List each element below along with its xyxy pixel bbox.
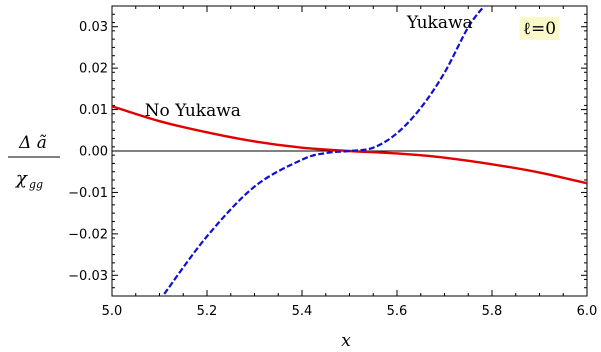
series-line-yukawa: [163, 6, 486, 295]
y-tick-label: 0.01: [79, 103, 108, 118]
y-axis-label-denominator-sub: gg: [29, 178, 43, 191]
y-tick-label: 0.02: [79, 62, 108, 77]
x-axis-label: x: [341, 331, 351, 351]
x-tick-label: 5.2: [197, 304, 218, 319]
y-tick-label: −0.03: [68, 269, 108, 284]
y-axis-label-numerator: Δ ã: [18, 133, 47, 153]
x-tick-label: 5.8: [482, 304, 503, 319]
x-tick-label: 6.0: [577, 304, 598, 319]
y-tick-label: −0.02: [68, 227, 108, 242]
y-tick-label: −0.01: [68, 186, 108, 201]
x-tick-label: 5.4: [292, 304, 313, 319]
annotation-yukawa: Yukawa: [406, 13, 473, 33]
annotation-highlight: [519, 16, 560, 40]
x-tick-label: 5.6: [387, 304, 408, 319]
y-axis-label: Δ ã χ gg: [8, 133, 60, 191]
y-tick-label: 0.03: [79, 20, 108, 35]
annotation-ell: ℓ=0: [523, 19, 556, 39]
x-tick-label: 5.0: [102, 304, 123, 319]
y-axis-label-denominator: χ: [14, 168, 28, 189]
y-tick-label: 0.00: [79, 145, 108, 160]
annotation-no-yukawa: No Yukawa: [145, 101, 241, 121]
